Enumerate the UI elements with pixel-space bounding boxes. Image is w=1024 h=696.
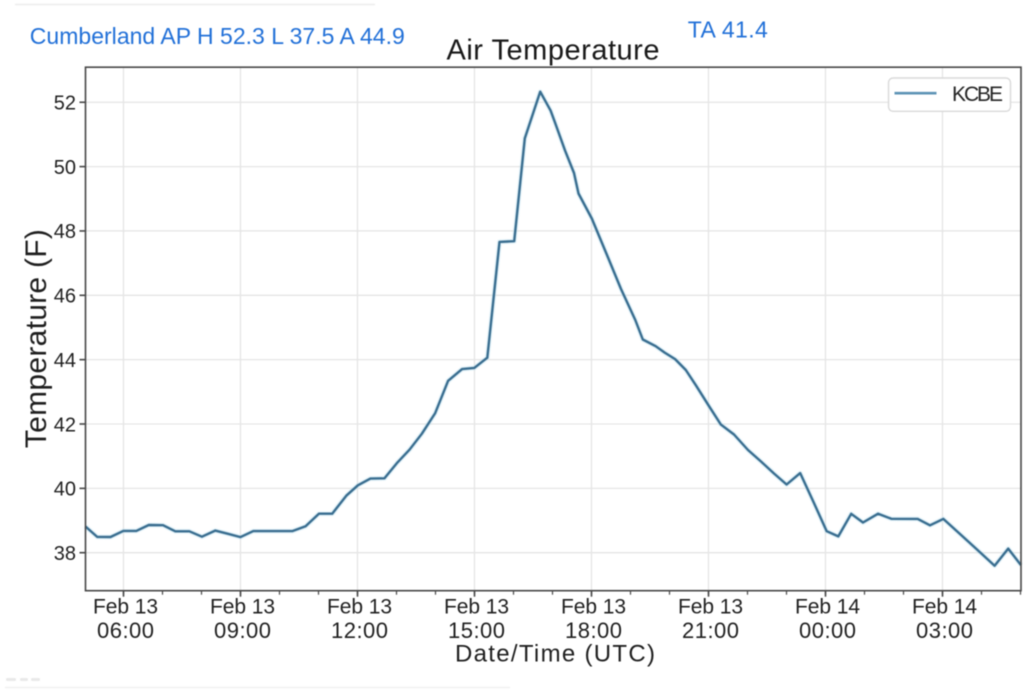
- svg-text:21:00: 21:00: [682, 618, 739, 643]
- svg-text:Feb 14: Feb 14: [912, 596, 977, 619]
- svg-text:42: 42: [54, 414, 76, 436]
- svg-text:KCBE: KCBE: [952, 83, 1003, 106]
- svg-text:50: 50: [54, 157, 76, 179]
- svg-text:52: 52: [54, 93, 76, 115]
- svg-text:09:00: 09:00: [214, 618, 271, 643]
- svg-text:Feb 13: Feb 13: [444, 596, 509, 619]
- svg-text:Feb 13: Feb 13: [93, 596, 158, 619]
- svg-text:Date/Time (UTC): Date/Time (UTC): [455, 641, 655, 668]
- svg-text:12:00: 12:00: [331, 618, 388, 643]
- svg-text:Air Temperature: Air Temperature: [447, 35, 660, 67]
- svg-text:44: 44: [54, 350, 76, 372]
- svg-text:00:00: 00:00: [799, 618, 856, 643]
- svg-text:TA 41.4: TA 41.4: [688, 16, 768, 42]
- svg-text:06:00: 06:00: [97, 618, 154, 643]
- svg-text:Temperature (F): Temperature (F): [20, 229, 53, 448]
- svg-text:Feb 13: Feb 13: [210, 596, 275, 619]
- svg-text:46: 46: [54, 286, 76, 308]
- svg-text:40: 40: [54, 479, 76, 501]
- svg-text:48: 48: [54, 221, 76, 243]
- svg-text:Feb 13: Feb 13: [327, 596, 392, 619]
- svg-text:Feb 14: Feb 14: [795, 596, 860, 619]
- svg-text:03:00: 03:00: [916, 618, 973, 643]
- svg-text:Cumberland AP H 52.3 L 37.5 A: Cumberland AP H 52.3 L 37.5 A 44.9: [30, 23, 405, 49]
- svg-text:38: 38: [54, 543, 76, 565]
- svg-text:15:00: 15:00: [448, 618, 505, 643]
- svg-text:Feb 13: Feb 13: [561, 596, 626, 619]
- svg-text:Feb 13: Feb 13: [678, 596, 743, 619]
- svg-text:18:00: 18:00: [565, 618, 622, 643]
